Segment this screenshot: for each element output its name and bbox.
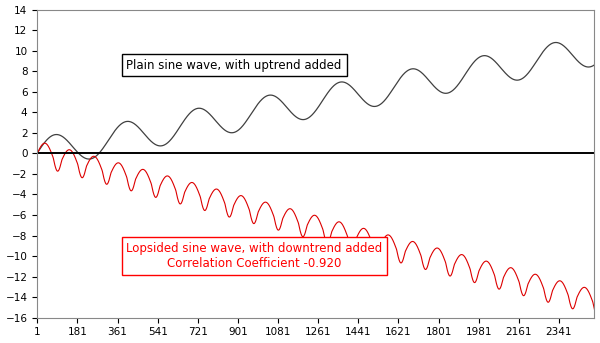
Text: Plain sine wave, with uptrend added: Plain sine wave, with uptrend added — [127, 59, 342, 72]
Text: Lopsided sine wave, with downtrend added
Correlation Coefficient -0.920: Lopsided sine wave, with downtrend added… — [127, 242, 383, 270]
